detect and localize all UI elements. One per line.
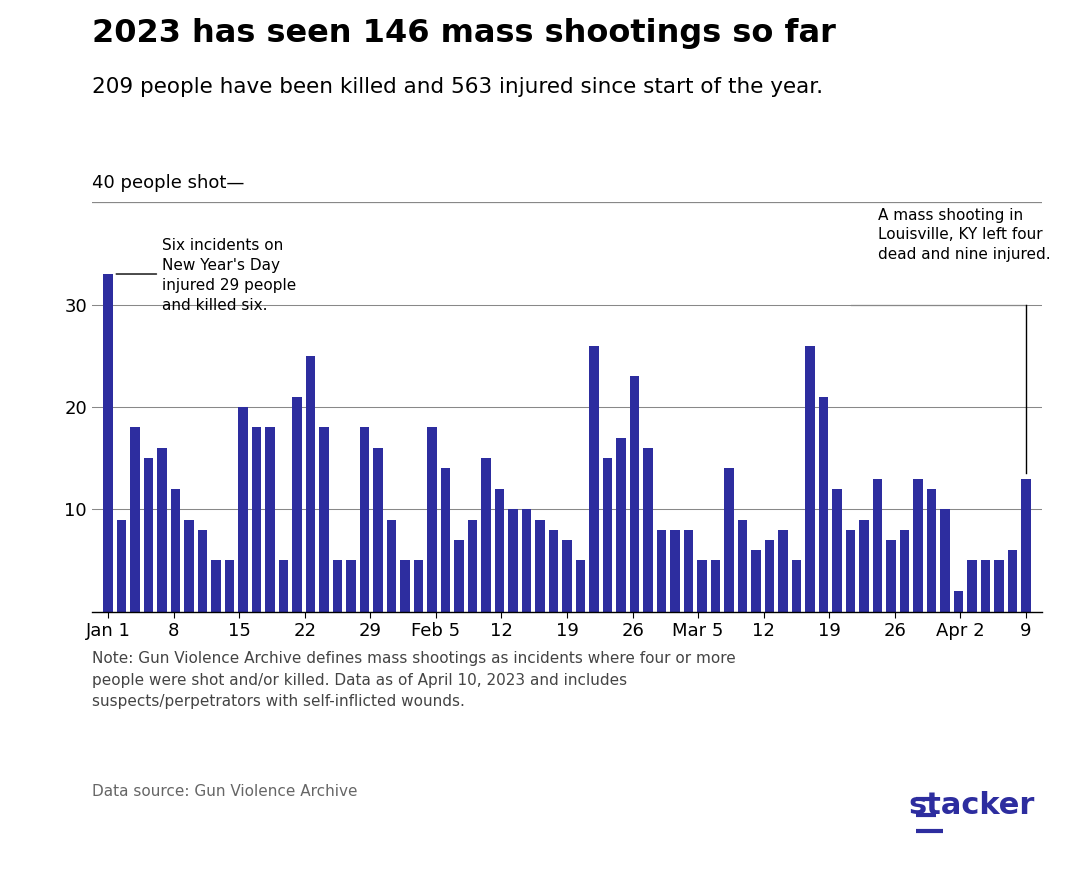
Bar [198, 530, 207, 612]
Bar [225, 561, 234, 612]
Bar [171, 488, 180, 612]
Bar [644, 448, 652, 612]
Bar [158, 448, 166, 612]
Bar [117, 519, 126, 612]
Text: Six incidents on
New Year's Day
injured 29 people
and killed six.: Six incidents on New Year's Day injured … [162, 238, 296, 312]
Bar [347, 561, 355, 612]
Bar [455, 540, 463, 612]
Bar [360, 428, 369, 612]
Bar [495, 488, 504, 612]
Bar [333, 561, 342, 612]
Text: Data source: Gun Violence Archive: Data source: Gun Violence Archive [92, 784, 357, 799]
Bar [239, 407, 247, 612]
Bar [522, 510, 531, 612]
Bar [711, 561, 720, 612]
Bar [954, 591, 963, 612]
Bar [536, 519, 544, 612]
Bar [657, 530, 666, 612]
Bar [752, 550, 760, 612]
Bar [414, 561, 423, 612]
Bar [185, 519, 193, 612]
Bar [576, 561, 585, 612]
Bar [738, 519, 747, 612]
Bar [1008, 550, 1017, 612]
Bar [900, 530, 909, 612]
Bar [387, 519, 396, 612]
Bar [698, 561, 706, 612]
Bar [563, 540, 571, 612]
Bar [401, 561, 409, 612]
Bar [549, 530, 558, 612]
Text: Note: Gun Violence Archive defines mass shootings as incidents where four or mor: Note: Gun Violence Archive defines mass … [92, 651, 735, 709]
Bar [630, 377, 639, 612]
Text: 209 people have been killed and 563 injured since start of the year.: 209 people have been killed and 563 inju… [92, 77, 823, 98]
Bar [765, 540, 774, 612]
Bar [684, 530, 693, 612]
Bar [306, 356, 315, 612]
Bar [482, 458, 490, 612]
Bar [252, 428, 261, 612]
Bar [603, 458, 612, 612]
Bar [941, 510, 949, 612]
Bar [441, 468, 450, 612]
Bar [806, 346, 814, 612]
Bar [914, 479, 922, 612]
Bar [968, 561, 976, 612]
Bar [819, 397, 828, 612]
Bar [779, 530, 787, 612]
Bar [671, 530, 679, 612]
Bar [995, 561, 1003, 612]
Text: stacker: stacker [908, 791, 1035, 820]
Bar [927, 488, 936, 612]
Bar [981, 561, 990, 612]
Bar [468, 519, 477, 612]
Bar [860, 519, 868, 612]
Bar [887, 540, 895, 612]
Text: 2023 has seen 146 mass shootings so far: 2023 has seen 146 mass shootings so far [92, 18, 836, 48]
Bar [131, 428, 139, 612]
Bar [279, 561, 288, 612]
Text: 40 people shot—: 40 people shot— [92, 174, 244, 192]
Bar [617, 437, 625, 612]
Bar [320, 428, 328, 612]
Bar [1022, 479, 1030, 612]
Bar [266, 428, 274, 612]
Bar [846, 530, 855, 612]
Bar [725, 468, 733, 612]
Bar [212, 561, 220, 612]
Text: A mass shooting in
Louisville, KY left four
dead and nine injured.: A mass shooting in Louisville, KY left f… [877, 208, 1050, 262]
Bar [374, 448, 382, 612]
Bar [590, 346, 598, 612]
Bar [833, 488, 841, 612]
Bar [104, 274, 112, 612]
Bar [428, 428, 436, 612]
Bar [144, 458, 153, 612]
Bar [293, 397, 301, 612]
Bar [792, 561, 801, 612]
Bar [509, 510, 517, 612]
Bar [873, 479, 882, 612]
